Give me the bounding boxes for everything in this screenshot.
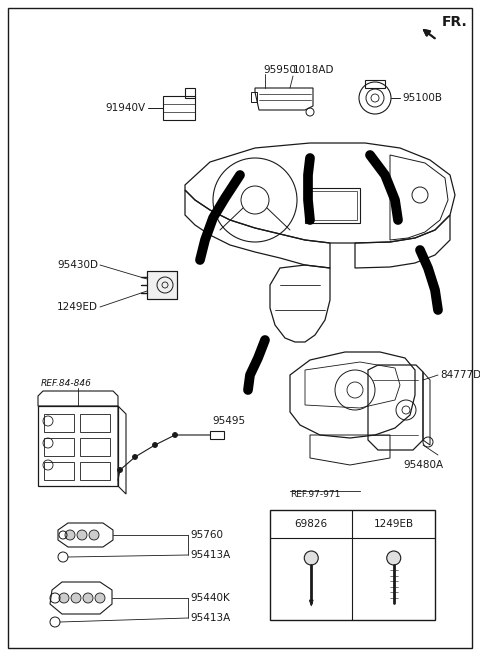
Polygon shape (309, 600, 313, 606)
Bar (80, 438, 110, 456)
Text: 1249EB: 1249EB (374, 519, 414, 529)
Bar (210, 431, 224, 439)
Bar (147, 271, 177, 299)
Text: 95413A: 95413A (190, 550, 230, 560)
Text: 95100B: 95100B (402, 93, 442, 103)
Text: 91940V: 91940V (105, 103, 145, 113)
Text: 95495: 95495 (212, 416, 245, 426)
Bar (38, 406, 118, 486)
Circle shape (71, 593, 81, 603)
Circle shape (59, 593, 69, 603)
Circle shape (83, 593, 93, 603)
Bar (44, 462, 74, 480)
Circle shape (132, 455, 137, 459)
Text: 95950: 95950 (263, 65, 296, 75)
Text: 95760: 95760 (190, 530, 223, 540)
Circle shape (95, 593, 105, 603)
Text: 95440K: 95440K (190, 593, 230, 603)
Circle shape (65, 530, 75, 540)
Text: 95480A: 95480A (403, 460, 443, 470)
Text: 1018AD: 1018AD (293, 65, 335, 75)
Circle shape (89, 530, 99, 540)
Bar (308, 191, 357, 220)
Bar (44, 438, 74, 456)
Bar (365, 80, 385, 88)
Circle shape (77, 530, 87, 540)
Bar (44, 414, 74, 432)
Bar (163, 96, 195, 120)
Bar (251, 92, 257, 102)
Circle shape (153, 443, 157, 447)
Text: REF.97-971: REF.97-971 (290, 490, 340, 499)
Circle shape (172, 432, 178, 438)
Bar (305, 188, 360, 223)
Text: 1249ED: 1249ED (57, 302, 98, 312)
Circle shape (387, 551, 401, 565)
Bar (147, 271, 177, 299)
Text: 69826: 69826 (295, 519, 328, 529)
Text: 84777D: 84777D (440, 370, 480, 380)
Text: 95430D: 95430D (57, 260, 98, 270)
Circle shape (118, 468, 122, 472)
Bar (80, 462, 110, 480)
Bar (185, 88, 195, 98)
Text: FR.: FR. (442, 15, 468, 29)
Text: 95413A: 95413A (190, 613, 230, 623)
Circle shape (304, 551, 318, 565)
Bar (270, 510, 435, 620)
Text: REF.84-846: REF.84-846 (41, 380, 92, 388)
Bar (80, 414, 110, 432)
